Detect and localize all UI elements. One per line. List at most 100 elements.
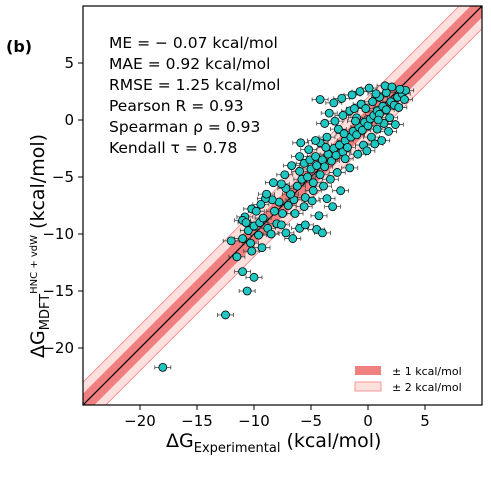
y-tick-label: 5	[64, 54, 74, 72]
data-point	[300, 220, 310, 230]
data-point	[381, 105, 391, 115]
stat-pearson: Pearson R = 0.93	[109, 97, 244, 115]
data-point	[329, 98, 339, 108]
data-point	[321, 142, 331, 152]
data-point	[266, 229, 276, 239]
data-point	[268, 178, 278, 188]
x-axis-label: ΔGExperimental (kcal/mol)	[166, 430, 381, 456]
data-point	[322, 194, 332, 204]
data-point	[238, 267, 248, 277]
data-point	[372, 124, 382, 134]
data-point	[317, 228, 327, 238]
legend-label-2: ± 2 kcal/mol	[392, 381, 462, 394]
stat-me: ME = − 0.07 kcal/mol	[109, 34, 278, 52]
data-point	[395, 84, 405, 94]
data-point	[353, 149, 363, 159]
data-point	[241, 218, 251, 228]
x-tick-label: −10	[238, 412, 270, 430]
stat-mae: MAE = 0.92 kcal/mol	[109, 55, 270, 73]
y-tick-label: −20	[42, 339, 74, 357]
plot-area	[83, 6, 482, 405]
stat-spearman: Spearman ρ = 0.93	[109, 118, 260, 136]
data-point	[254, 230, 263, 240]
x-axis-ticks: −20 −15 −10 −5 0 5	[124, 405, 430, 430]
data-point	[324, 108, 334, 118]
data-point	[361, 104, 371, 113]
data-point	[352, 130, 362, 140]
data-point	[377, 136, 387, 145]
data-point	[246, 238, 255, 248]
data-point	[387, 82, 397, 92]
stats-box: ME = − 0.07 kcal/mol MAE = 0.92 kcal/mol…	[109, 34, 280, 157]
data-point	[242, 286, 252, 296]
data-point	[368, 97, 377, 107]
data-point	[373, 115, 383, 125]
data-point	[278, 209, 287, 218]
x-tick-label: 0	[363, 412, 373, 430]
x-tick-label: −15	[181, 412, 213, 430]
data-point	[394, 103, 404, 112]
data-point	[311, 152, 320, 161]
legend-swatch-1	[355, 366, 381, 375]
y-tick-label: −15	[42, 282, 74, 300]
data-point	[385, 113, 395, 123]
data-point	[343, 142, 352, 152]
data-point	[333, 124, 343, 134]
data-point	[347, 90, 357, 100]
data-point	[364, 83, 374, 93]
data-point	[325, 174, 335, 184]
data-point	[320, 162, 330, 172]
data-point	[337, 93, 347, 103]
y-tick-label: −10	[42, 225, 74, 243]
data-point	[281, 228, 291, 238]
data-point	[371, 89, 381, 99]
y-axis-ticks: 5 0 −5 −10 −15 −20	[42, 54, 83, 357]
data-point	[319, 181, 328, 191]
y-axis-label: ΔGMDFTHNC + vdW(kcal/mol)	[27, 134, 53, 358]
data-point	[286, 189, 295, 199]
data-point	[357, 125, 367, 135]
data-point	[322, 132, 332, 142]
data-point	[247, 246, 257, 256]
data-point	[300, 193, 310, 202]
data-point	[308, 186, 318, 196]
data-point	[276, 179, 286, 189]
data-point	[315, 95, 325, 104]
data-point	[327, 156, 336, 166]
x-tick-label: −5	[300, 412, 322, 430]
legend-label-1: ± 1 kcal/mol	[392, 365, 462, 378]
data-point	[280, 170, 290, 180]
data-point	[257, 243, 267, 253]
data-point	[290, 209, 300, 218]
data-point	[258, 213, 268, 223]
data-point	[238, 234, 248, 243]
data-point	[367, 132, 376, 142]
data-point	[338, 111, 348, 120]
legend-swatch-2	[354, 381, 382, 392]
data-point	[328, 202, 338, 212]
data-point	[276, 220, 286, 230]
data-point	[283, 201, 293, 210]
plot-frame	[82, 5, 483, 406]
panel-label: (b)	[6, 37, 32, 56]
data-point	[349, 104, 359, 113]
data-point	[249, 272, 259, 282]
data-point	[295, 166, 305, 176]
data-point	[221, 310, 230, 320]
data-point	[243, 226, 253, 235]
data-point	[400, 95, 409, 104]
data-point	[308, 178, 318, 188]
data-point	[296, 138, 306, 148]
stat-kendall: Kendall τ = 0.78	[109, 139, 237, 157]
data-point	[292, 181, 302, 191]
data-point	[330, 116, 340, 126]
x-tick-label: −20	[124, 412, 156, 430]
data-point	[262, 189, 271, 199]
data-point	[226, 236, 236, 246]
y-tick-label: 0	[64, 111, 74, 129]
data-point	[370, 139, 380, 149]
data-point	[295, 152, 305, 161]
y-tick-label: −5	[52, 168, 74, 186]
legend: ± 1 kcal/mol ± 2 kcal/mol	[354, 365, 462, 394]
